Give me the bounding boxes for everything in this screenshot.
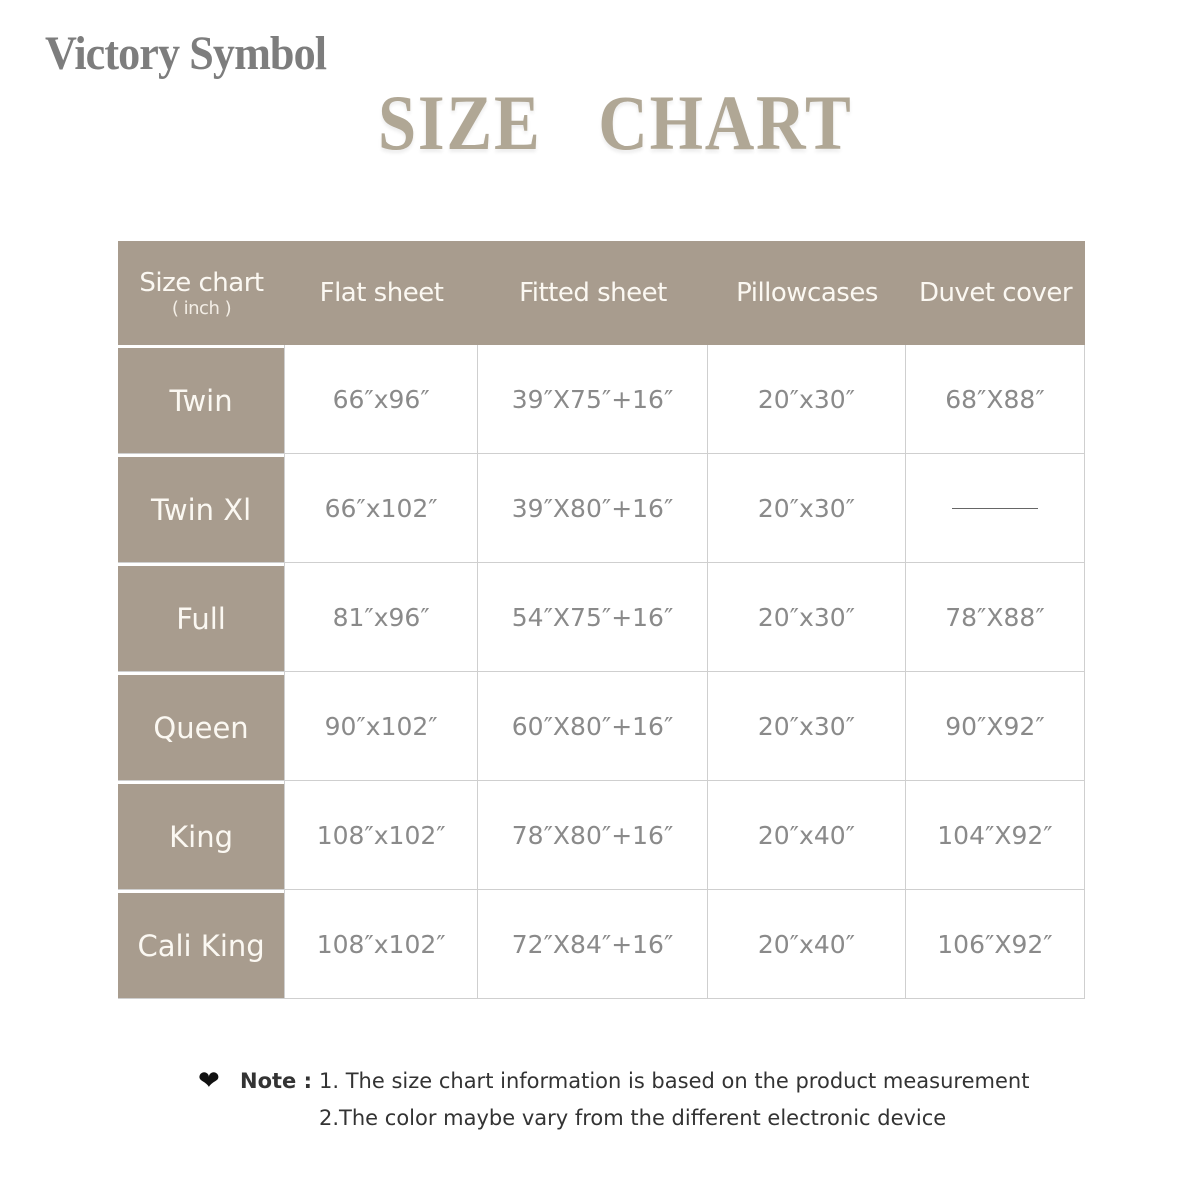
duvet-cover-cell: 90″X92″ <box>904 672 1085 780</box>
row-size-label: King <box>118 781 285 889</box>
duvet-cover-cell: 106″X92″ <box>904 890 1085 998</box>
flat-sheet-cell: 90″x102″ <box>284 672 477 780</box>
table-row: Queen 90″x102″ 60″X80″+16″ 20″x30″ 90″X92″ <box>118 672 1085 781</box>
note-line-1: 1. The size chart information is based o… <box>319 1069 1030 1093</box>
row-size-label: Cali King <box>118 890 285 998</box>
row-size-label: Queen <box>118 672 285 780</box>
duvet-cover-cell: 104″X92″ <box>904 781 1085 889</box>
table-row: Cali King 108″x102″ 72″X84″+16″ 20″x40″ 106″… <box>118 890 1085 999</box>
fitted-sheet-cell: 54″X75″+16″ <box>477 563 707 671</box>
fitted-sheet-cell: 60″X80″+16″ <box>477 672 707 780</box>
table-row: Full 81″x96″ 54″X75″+16″ 20″x30″ 78″X88″ <box>118 563 1085 672</box>
header-unit: ( inch ) <box>171 297 232 319</box>
duvet-cover-cell: 68″X88″ <box>904 345 1085 453</box>
row-size-label: Full <box>118 563 285 671</box>
header-fitted-sheet: Fitted sheet <box>519 278 667 308</box>
row-size-label: Twin Xl <box>118 454 285 562</box>
brand-logo: Victory Symbol <box>45 27 327 80</box>
duvet-cover-cell <box>904 454 1085 562</box>
header-pillowcases: Pillowcases <box>736 278 878 308</box>
pillowcase-cell: 20″x30″ <box>706 563 905 671</box>
flat-sheet-cell: 108″x102″ <box>284 781 477 889</box>
fitted-sheet-cell: 72″X84″+16″ <box>477 890 707 998</box>
pillowcase-cell: 20″x30″ <box>706 345 905 453</box>
flat-sheet-cell: 81″x96″ <box>284 563 477 671</box>
pillowcase-cell: 20″x40″ <box>706 781 905 889</box>
page-title: SIZE CHART <box>378 79 853 166</box>
flat-sheet-cell: 66″x96″ <box>284 345 477 453</box>
heart-icon: ❤ <box>198 1066 220 1096</box>
table-row: Twin 66″x96″ 39″X75″+16″ 20″x30″ 68″X88″ <box>118 345 1085 454</box>
table-row: Twin Xl 66″x102″ 39″X80″+16″ 20″x30″ <box>118 454 1085 563</box>
fitted-sheet-cell: 39″X80″+16″ <box>477 454 707 562</box>
row-size-label: Twin <box>118 345 285 453</box>
header-duvet-cover: Duvet cover <box>918 278 1073 308</box>
flat-sheet-cell: 66″x102″ <box>284 454 477 562</box>
fitted-sheet-cell: 39″X75″+16″ <box>477 345 707 453</box>
table-header: Size chart ( inch ) Flat sheet Fitted sh… <box>118 241 1085 345</box>
duvet-cover-cell: 78″X88″ <box>904 563 1085 671</box>
note-line-2: 2.The color maybe vary from the differen… <box>319 1106 947 1130</box>
note-label: Note : <box>240 1069 312 1093</box>
flat-sheet-cell: 108″x102″ <box>284 890 477 998</box>
pillowcase-cell: 20″x40″ <box>706 890 905 998</box>
header-label: Size chart <box>139 267 264 298</box>
fitted-sheet-cell: 78″X80″+16″ <box>477 781 707 889</box>
pillowcase-cell: 20″x30″ <box>706 672 905 780</box>
header-size-chart: Size chart ( inch ) <box>118 241 285 345</box>
table-row: King 108″x102″ 78″X80″+16″ 20″x40″ 104″X92″ <box>118 781 1085 890</box>
header-flat-sheet: Flat sheet <box>319 278 444 308</box>
not-available-dash <box>951 507 1038 509</box>
size-table: Size chart ( inch ) Flat sheet Fitted sh… <box>118 241 1085 999</box>
pillowcase-cell: 20″x30″ <box>706 454 905 562</box>
